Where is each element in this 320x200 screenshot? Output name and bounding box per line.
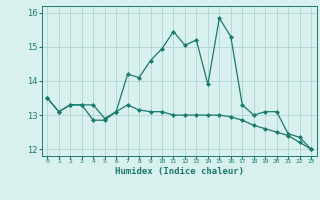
X-axis label: Humidex (Indice chaleur): Humidex (Indice chaleur) xyxy=(115,167,244,176)
